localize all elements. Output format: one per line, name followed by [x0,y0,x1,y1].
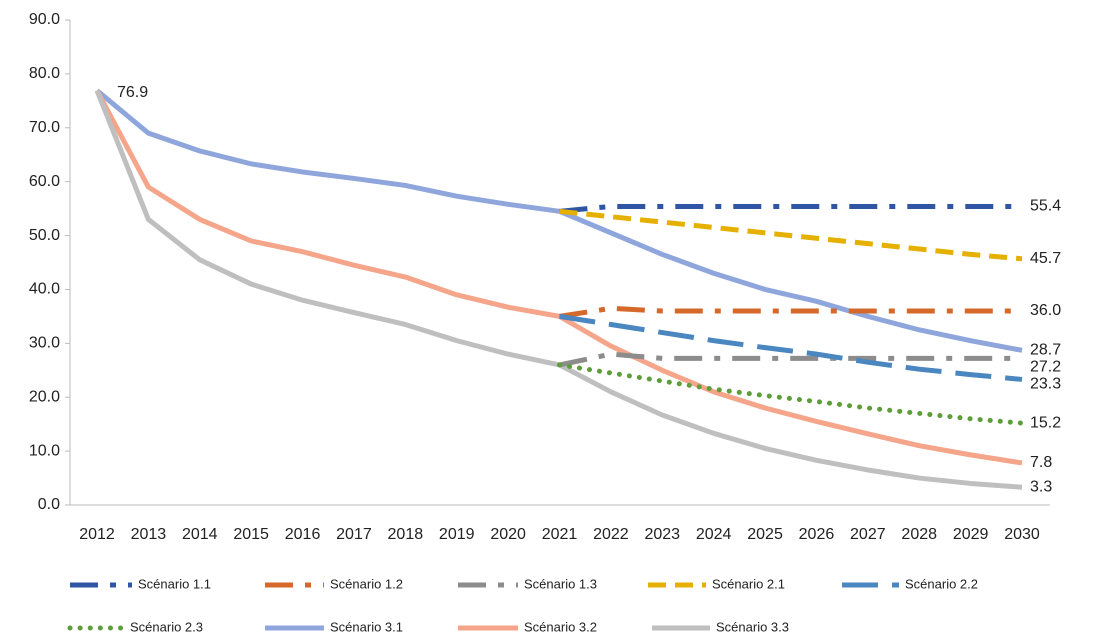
legend-label: Scénario 1.2 [330,576,403,591]
series-line [559,305,1022,319]
y-tick-label: 30.0 [29,335,60,352]
y-tick-label: 80.0 [29,65,60,82]
data-label: 76.9 [117,84,148,101]
y-tick-label: 60.0 [29,173,60,190]
data-label: 36.0 [1030,302,1061,319]
series-line [559,208,1023,262]
x-tick-label: 2014 [182,526,218,543]
data-label: 3.3 [1030,478,1052,495]
x-tick-label: 2015 [233,526,269,543]
series-line [558,351,1022,368]
x-tick-label: 2029 [953,526,989,543]
legend-item: Scénario 1.3 [458,576,597,591]
y-tick-label: 50.0 [29,227,60,244]
series-line [95,88,1023,353]
data-label: 27.2 [1030,359,1061,376]
legend-item: Scénario 2.2 [842,576,978,591]
data-label: 15.2 [1030,414,1061,431]
x-tick-label: 2018 [388,526,424,543]
x-tick-label: 2013 [131,526,167,543]
legend-item: Scénario 2.3 [67,619,203,634]
y-tick-label: 40.0 [29,281,60,298]
x-tick-label: 2024 [696,526,732,543]
series-line [559,203,1022,214]
legend-item: Scénario 2.1 [648,576,785,591]
x-tick-label: 2021 [542,526,578,543]
data-label: 55.4 [1030,198,1061,215]
y-tick-label: 10.0 [29,442,60,459]
legend-label: Scénario 3.1 [330,619,403,634]
x-tick-label: 2027 [850,526,886,543]
legend-label: Scénario 3.3 [716,619,789,634]
legend-item: Scénario 1.1 [70,576,211,591]
legend-label: Scénario 2.1 [712,576,785,591]
y-tick-label: 70.0 [29,119,60,136]
series-line [94,89,1023,490]
series-line [557,362,1025,426]
legend-label: Scénario 2.3 [130,619,203,634]
legend-label: Scénario 3.2 [524,619,597,634]
legend-item: Scénario 3.1 [265,619,403,634]
legend-label: Scénario 2.2 [905,576,978,591]
x-tick-label: 2023 [644,526,680,543]
legend-item: Scénario 3.2 [458,619,597,634]
series-line [559,313,1023,382]
data-label: 45.7 [1030,250,1061,267]
x-tick-label: 2019 [439,526,475,543]
x-tick-label: 2030 [1004,526,1040,543]
x-tick-label: 2017 [336,526,372,543]
x-tick-label: 2026 [799,526,835,543]
x-tick-label: 2022 [593,526,629,543]
x-tick-label: 2028 [901,526,937,543]
x-tick-label: 2020 [490,526,526,543]
legend-label: Scénario 1.3 [524,576,597,591]
data-label: 28.7 [1030,342,1061,359]
y-tick-label: 20.0 [29,388,60,405]
x-tick-label: 2012 [79,526,115,543]
x-tick-label: 2025 [747,526,783,543]
data-label: 23.3 [1030,376,1061,393]
y-tick-label: 90.0 [29,11,60,28]
y-tick-label: 0.0 [38,496,60,513]
legend-item: Scénario 3.3 [652,619,789,634]
legend-item: Scénario 1.2 [265,576,403,591]
x-tick-label: 2016 [285,526,321,543]
legend-label: Scénario 1.1 [138,576,211,591]
data-label: 7.8 [1030,454,1052,471]
